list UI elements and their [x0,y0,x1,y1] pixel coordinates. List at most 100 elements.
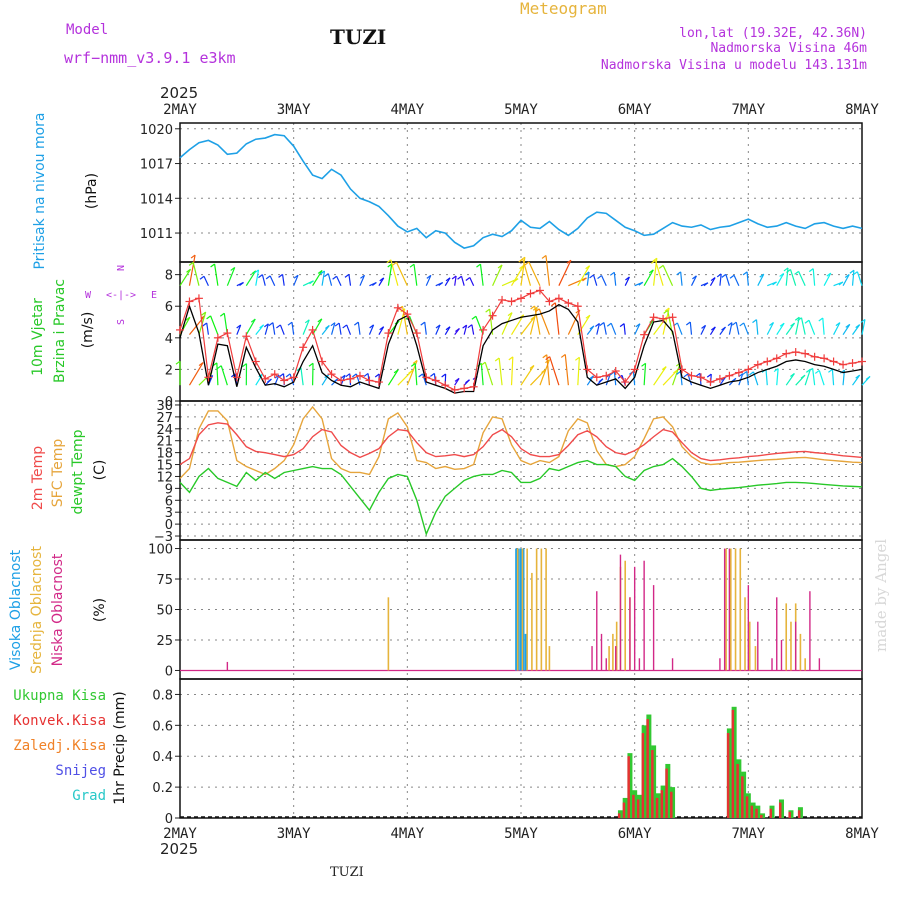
wind-barb [520,365,535,386]
wind-barb [346,324,352,335]
panel-frame [179,122,863,263]
wind-barb-head [518,258,524,263]
wind-barb [454,275,457,286]
wind-barb-head [566,259,572,264]
wind-title: 10m Vjetar [30,298,46,376]
wind-barb-head [710,277,716,282]
wind-barb-head [530,316,536,321]
wind-barb [213,263,219,286]
wind-barb [302,319,310,335]
wind-barb [424,322,427,335]
precip-conv-bar [627,756,630,818]
wind-barb-head [752,319,757,324]
wind-barb-head [790,372,795,377]
wind-barb-head [542,354,548,359]
legend-grad: Grad [72,788,106,804]
wind-barb-head [353,321,359,326]
wind-barb [623,323,626,335]
wind-barb [300,367,304,386]
wind-barb-head [276,324,281,329]
wind-barb [567,309,581,335]
model-elevation: Nadmorska Visina u modelu 143.131m [601,58,867,73]
wind-barb [785,373,795,386]
wind-barb-head [374,373,380,378]
wind-barb [689,321,693,335]
ytick-label: 0.6 [152,719,173,734]
wind-barb [188,254,196,286]
wind-barb-head [344,273,350,278]
wind-barb-head [372,282,377,286]
legend-conv: Konvek.Kisa [13,713,106,729]
wind-barb [255,269,260,286]
ytick-label: 1017 [140,158,173,173]
wind-barb-head [676,370,681,375]
wind-barb [546,354,551,386]
wind-barb [359,275,366,286]
ytick-label: 0 [165,395,173,410]
compass-e: E [151,290,157,301]
ytick-label: 2 [165,363,173,378]
precip-conv-bar [665,768,668,818]
wind-barb [823,272,832,286]
wind-barb-head [695,372,701,377]
wind-barb-head [392,261,397,266]
wind-barb-head [664,307,670,312]
sfc-temp-title: SFC Temp [50,439,66,508]
wind-barb-head [638,281,644,286]
ytick-label: 0.4 [152,750,173,765]
precip-conv-bar [788,811,791,818]
wind-barb [746,271,749,286]
mid-cloud-title: Srednja Oblacnost [29,546,45,674]
wind-barb-head [676,271,682,276]
wind-barb-head [304,319,310,324]
wind-barb-head [363,372,369,377]
wind-barb-head [849,269,855,274]
wind-barb-head [426,274,432,279]
wind-barb [336,275,342,286]
precip-conv-bar [778,802,782,818]
station-elevation: Nadmorska Visina 46m [710,41,867,56]
wind-barb [776,273,785,286]
wind-barb-head [278,273,283,278]
ytick-label: 18 [156,447,173,462]
wind-barb-head [716,273,722,278]
wind-barb-head [216,365,222,370]
wind-barb [220,365,228,386]
wind-barb-head [201,311,207,316]
wind-barb [475,316,484,335]
wind-barb-head [685,321,691,326]
plot-layer: 101110141017102002468−303691215182124273… [140,102,880,842]
wind-barb [236,324,242,335]
wind-barb-head [749,371,754,376]
wind-barb-head [560,353,566,358]
wind-barb [498,357,503,386]
wind-barb [269,275,276,286]
wind-barb [272,322,276,335]
wind-barb-head [471,315,477,320]
wind-barb-head [267,378,272,383]
precip-legend: Ukupna Kisa Konvek.Kisa Zaledj.Kisa Snij… [13,688,106,804]
wind-barb [808,320,816,335]
wind-barb-head [342,324,348,329]
wind-barb-head [264,323,269,328]
year-top: 2025 [160,84,198,102]
wind-barb [719,273,722,286]
wind-barb-head [387,263,393,268]
wind-barb [281,274,285,286]
wind-barb [725,274,730,286]
wind-barb-head [285,373,291,378]
ytick-label: 3 [165,506,173,521]
wind-barb [851,270,855,286]
wind-barb [291,322,295,335]
wind-barb-head [242,363,247,368]
wind-barb [179,268,192,287]
cloud-unit: (%) [92,598,108,622]
wind-barb-head [198,362,204,367]
station-coords: lon,lat (19.32E, 42.36N) [679,26,867,41]
precip-conv-bar [797,810,801,818]
wind-barb-head [412,360,418,364]
wind-barb-head [435,324,441,329]
wind-barb-head [828,368,833,373]
pressure-unit: (hPa) [84,173,100,209]
